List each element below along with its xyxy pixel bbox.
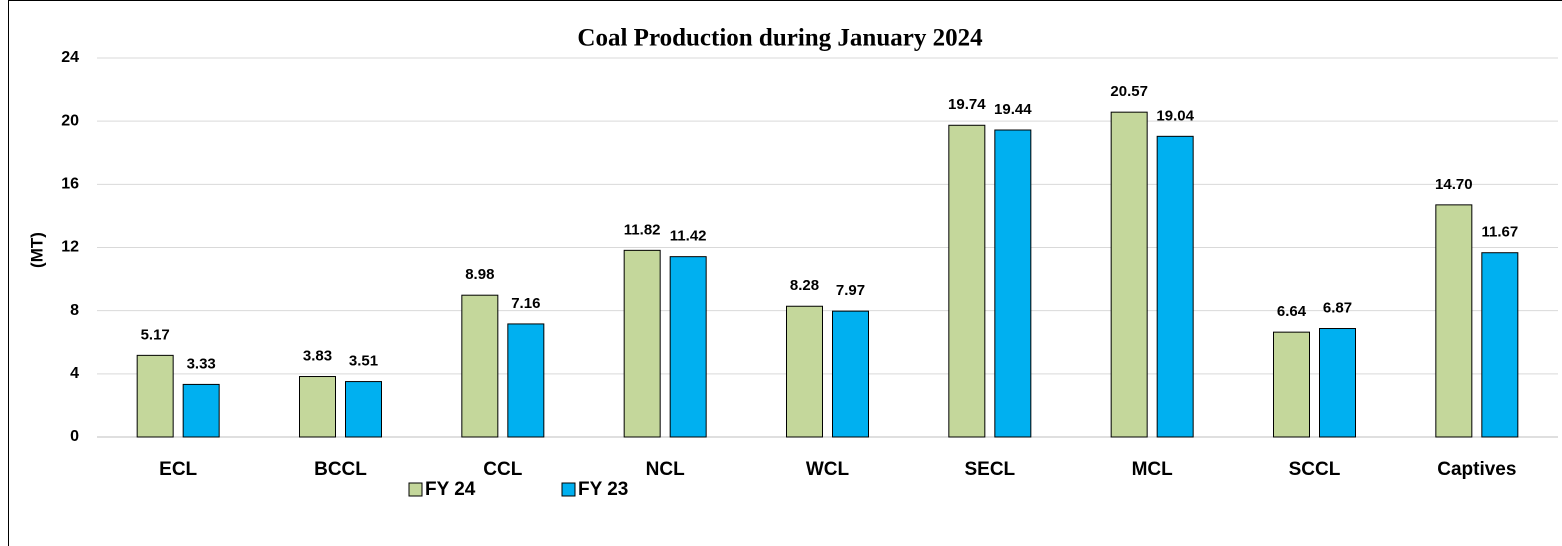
data-label: 7.16 <box>511 295 540 312</box>
chart-title: Coal Production during January 2024 <box>577 25 983 52</box>
bar <box>1110 111 1148 438</box>
y-tick-label: 8 <box>70 302 79 319</box>
bar <box>994 129 1032 438</box>
y-tick-label: 24 <box>61 49 79 66</box>
y-tick-label: 4 <box>70 365 79 382</box>
data-label: 3.33 <box>187 355 216 372</box>
legend-swatch <box>408 482 423 497</box>
bar <box>1435 204 1473 438</box>
legend-label: FY 23 <box>578 479 628 500</box>
x-tick-label: SECL <box>964 459 1015 480</box>
bar <box>948 124 986 438</box>
bar <box>1156 135 1194 438</box>
data-label: 11.42 <box>670 228 707 245</box>
x-tick-label: NCL <box>646 459 685 480</box>
data-label: 19.74 <box>948 96 986 113</box>
data-label: 11.67 <box>1481 224 1518 241</box>
bar <box>461 294 499 438</box>
bar <box>623 249 661 438</box>
bar <box>507 323 545 438</box>
data-label: 3.51 <box>349 353 378 370</box>
data-label: 7.97 <box>836 282 865 299</box>
bar <box>1319 328 1356 438</box>
frame <box>8 0 1562 546</box>
y-tick-label: 0 <box>70 428 79 445</box>
data-label: 6.87 <box>1323 299 1352 316</box>
x-tick-label: BCCL <box>314 459 367 480</box>
bar <box>669 256 707 438</box>
bar <box>345 381 382 438</box>
data-label: 8.98 <box>465 266 494 283</box>
x-tick-label: SCCL <box>1289 459 1341 480</box>
bar <box>299 376 336 438</box>
x-tick-label: WCL <box>806 459 850 480</box>
data-label: 3.83 <box>303 347 332 364</box>
x-tick-label: ECL <box>159 459 197 480</box>
bar <box>182 383 220 438</box>
y-axis-label: (MT) <box>27 232 46 268</box>
data-label: 5.17 <box>141 326 170 343</box>
legend-label: FY 24 <box>425 479 476 500</box>
x-tick-label: Captives <box>1437 459 1516 480</box>
y-tick-label: 20 <box>61 112 79 129</box>
bar <box>832 310 869 438</box>
legend-swatch <box>561 482 576 497</box>
x-tick-label: CCL <box>483 459 522 480</box>
y-tick-label: 12 <box>61 239 79 256</box>
data-label: 6.64 <box>1277 303 1307 320</box>
y-tick-label: 16 <box>61 176 79 193</box>
bar <box>1273 331 1310 438</box>
bar <box>136 354 174 438</box>
data-label: 8.28 <box>790 277 819 294</box>
bar <box>1481 252 1519 438</box>
data-label: 14.70 <box>1435 176 1473 193</box>
data-label: 19.44 <box>994 101 1032 118</box>
bar <box>786 305 823 438</box>
data-label: 19.04 <box>1156 107 1194 124</box>
data-label: 11.82 <box>624 221 661 238</box>
data-label: 20.57 <box>1110 83 1148 100</box>
x-tick-label: MCL <box>1132 459 1174 480</box>
